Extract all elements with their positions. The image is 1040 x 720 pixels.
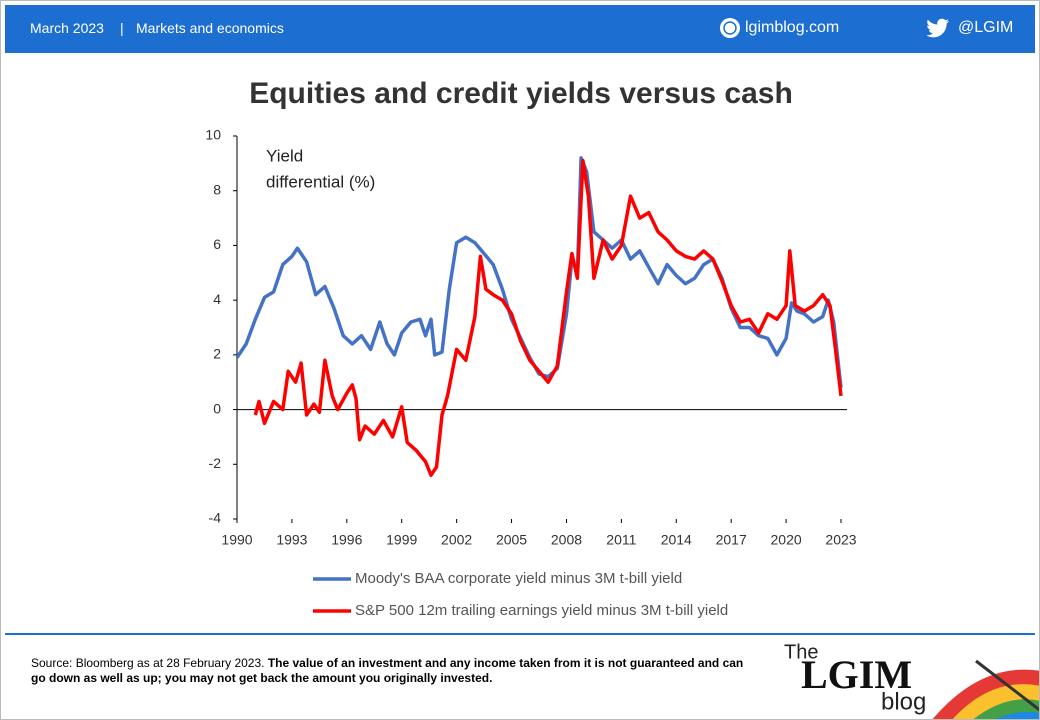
disclaimer: The value of an investment and any incom… (31, 656, 744, 685)
series-line (253, 158, 843, 477)
x-tick-label: 2002 (441, 532, 472, 548)
x-tick-label: 2020 (771, 532, 802, 548)
logo-brand: LGIM (801, 652, 912, 697)
legend-label: S&P 500 12m trailing earnings yield minu… (355, 602, 728, 619)
x-tick-label: 2017 (716, 532, 747, 548)
header-section: Markets and economics (136, 20, 284, 36)
footer-art: The LGIM blog (5, 633, 1039, 719)
x-tick-label: 2023 (825, 532, 856, 548)
y-axis-label: differential (%) (266, 172, 375, 191)
x-tick-label: 2005 (496, 532, 527, 548)
chart: Equities and credit yields versus cash -… (205, 77, 856, 619)
series-line (235, 156, 843, 388)
footer-text: Source: Bloomberg as at 28 February 2023… (31, 656, 761, 686)
twitter-icon (926, 18, 949, 38)
y-tick-label: -2 (209, 455, 222, 471)
separator: | (120, 20, 124, 36)
y-tick-label: 8 (213, 181, 221, 197)
header-bar: March 2023 | Markets and economics lgimb… (5, 5, 1035, 53)
y-tick-label: -4 (209, 510, 222, 526)
header-site[interactable]: lgimblog.com (745, 19, 840, 36)
chart-title: Equities and credit yields versus cash (249, 77, 793, 110)
y-tick-label: 2 (213, 346, 221, 362)
header-twitter[interactable]: @LGIM (958, 19, 1014, 36)
y-tick-label: 4 (213, 291, 221, 307)
x-tick-label: 2014 (661, 532, 692, 548)
logo-blog: blog (881, 688, 926, 715)
y-tick-label: 6 (213, 236, 221, 252)
legend-label: Moody's BAA corporate yield minus 3M t-b… (355, 570, 682, 587)
x-tick-label: 2008 (551, 532, 582, 548)
y-axis-label: Yield (266, 146, 303, 165)
logo-the: The (784, 641, 818, 663)
header-date: March 2023 (30, 20, 104, 36)
x-tick-label: 1993 (276, 532, 307, 548)
x-tick-label: 1999 (386, 532, 417, 548)
web-icon (720, 18, 740, 38)
x-tick-label: 2011 (606, 532, 636, 548)
y-tick-label: 10 (205, 127, 221, 143)
x-tick-label: 1990 (221, 532, 252, 548)
x-tick-label: 1996 (331, 532, 362, 548)
source: Source: Bloomberg as at 28 February 2023… (31, 656, 265, 670)
y-tick-label: 0 (213, 400, 221, 416)
